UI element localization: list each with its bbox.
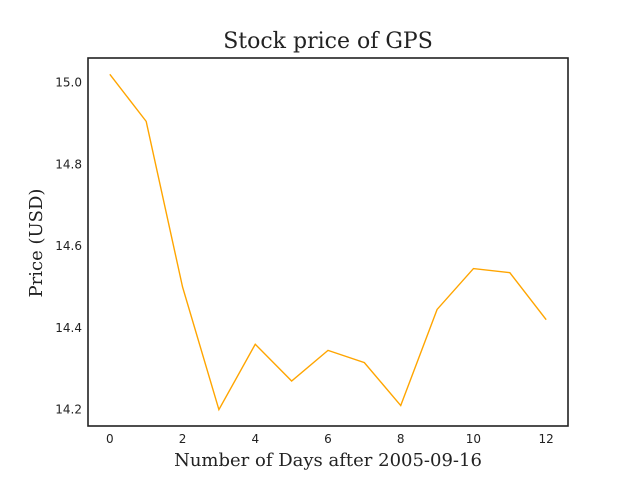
x-tick-label: 2 [179,432,187,446]
x-axis-ticks: 0 2 4 6 8 10 12 [106,432,554,446]
y-axis-label: Price (USD) [26,189,47,298]
plot-frame [87,57,569,427]
x-tick-label: 6 [324,432,332,446]
x-tick-label: 4 [251,432,259,446]
x-tick-label: 0 [106,432,114,446]
chart-title: Stock price of GPS [223,29,433,54]
x-tick-label: 12 [539,432,554,446]
y-tick-label: 14.6 [55,239,82,253]
series-line-0 [109,73,547,412]
y-tick-label: 14.2 [55,403,82,417]
x-tick-label: 8 [397,432,405,446]
y-tick-label: 14.8 [55,157,82,171]
x-tick-label: 10 [466,432,481,446]
plot-area [109,73,547,412]
y-tick-label: 14.4 [55,321,82,335]
y-axis-ticks: 14.2 14.4 14.6 14.8 15.0 [55,76,82,417]
x-axis-label: Number of Days after 2005-09-16 [174,450,482,471]
y-tick-label: 15.0 [55,76,82,90]
